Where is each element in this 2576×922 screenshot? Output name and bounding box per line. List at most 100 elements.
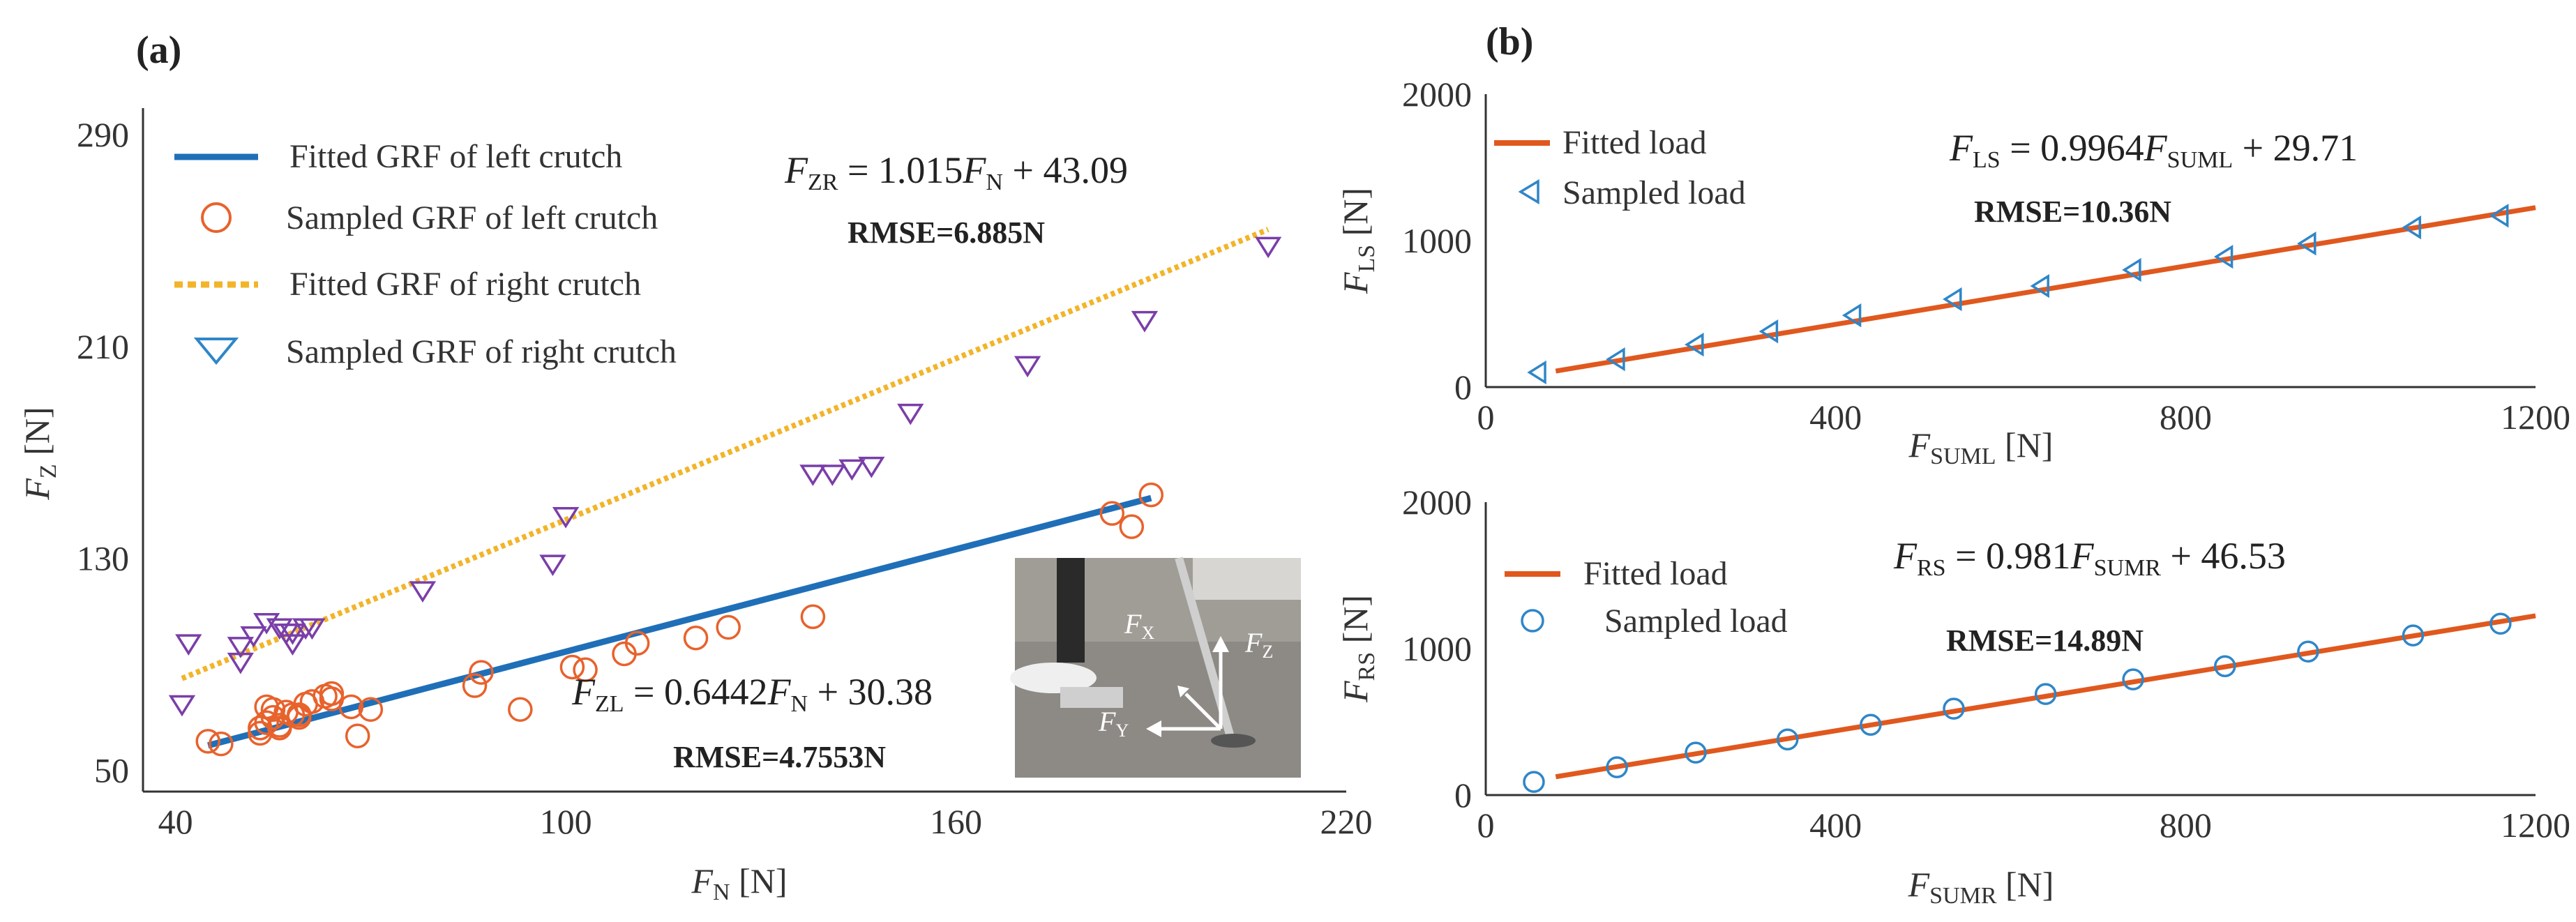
- panel-b-top-x-tick: 0: [1477, 398, 1495, 437]
- data-point-a-3-0: [168, 695, 196, 717]
- data-point-b-top-1-11: [2489, 204, 2509, 228]
- data-point-a-1-31: [800, 604, 826, 630]
- rmse-right-crutch: RMSE=6.885N: [848, 216, 1045, 250]
- data-point-b-top-1-10: [2402, 215, 2421, 240]
- data-point-a-1-34: [1119, 514, 1145, 539]
- data-point-a-3-18: [858, 456, 885, 478]
- panel-a-y-ticks: 50 130 210 290: [77, 115, 129, 790]
- panel-b-bottom-y-tick: 1000: [1402, 629, 1472, 668]
- data-point-a-1-4: [254, 710, 279, 735]
- panel-b-top-legend: Fitted load Sampled load: [1494, 124, 1746, 211]
- legend-top-sample-marker: [1518, 179, 1539, 205]
- data-point-b-bottom-1-2: [1685, 741, 1707, 764]
- panel-a-legend: Fitted GRF of left crutch Sampled GRF of…: [174, 138, 677, 370]
- panel-b-top-y-axis-label: FLS [N]: [1336, 188, 1380, 294]
- data-point-a-1-30: [716, 614, 741, 640]
- data-point-b-top-1-8: [2213, 244, 2234, 269]
- data-point-a-3-19: [897, 403, 924, 425]
- data-point-b-bottom-1-4: [1860, 713, 1882, 736]
- data-point-b-bottom-1-6: [2034, 683, 2057, 705]
- panel-b-bottom-x-ticks: 0 400 800 1200: [1477, 806, 2571, 845]
- data-point-b-top-1-5: [1943, 287, 1962, 312]
- legend-bottom-sample-marker: [1521, 609, 1544, 633]
- data-point-a-3-5: [253, 612, 280, 635]
- inset-photo-sensor: [1060, 687, 1123, 708]
- inset-photo: FX FY FZ: [1010, 557, 1301, 778]
- equation-right-crutch: FZR = 1.015FN + 43.09: [784, 149, 1128, 195]
- data-point-a-1-6: [260, 697, 286, 722]
- panel-b: (b) 0 400 800 1200 0 1000 2000 FSUML [N]…: [1336, 20, 2570, 909]
- panel-b-top-markers: [1527, 204, 2509, 385]
- inset-label-fx: FX: [1124, 608, 1154, 643]
- data-point-a-3-3: [227, 652, 255, 674]
- data-point-a-1-1: [209, 731, 234, 757]
- panel-b-top-x-tick: 1200: [2501, 398, 2570, 437]
- fit-line-b-bottom-0: [1555, 613, 2536, 780]
- data-point-b-top-1-6: [2030, 273, 2049, 298]
- data-point-a-3-8: [279, 624, 306, 645]
- data-point-a-1-18: [319, 681, 345, 706]
- data-point-a-3-11: [299, 618, 326, 640]
- data-point-a-1-29: [683, 625, 709, 651]
- data-point-b-bottom-1-3: [1776, 728, 1799, 750]
- inset-label-fz: FZ: [1244, 627, 1273, 662]
- data-point-a-3-15: [799, 464, 827, 486]
- panel-b-bottom-markers: [1523, 612, 2512, 793]
- data-point-a-1-28: [624, 630, 650, 656]
- panel-b-bottom: 0 400 800 1200 0 1000 2000 FSUMR [N] FRS…: [1336, 483, 2570, 909]
- data-point-a-1-35: [1138, 482, 1164, 508]
- panel-a-x-tick: 40: [158, 802, 193, 841]
- panel-b-label: (b): [1486, 20, 1533, 63]
- panel-a-x-tick: 100: [540, 802, 592, 841]
- data-point-b-bottom-1-11: [2490, 612, 2512, 635]
- panel-b-top-y-tick: 2000: [1402, 75, 1472, 114]
- panel-a-x-ticks: 40 100 160 220: [158, 802, 1373, 841]
- data-point-a-3-16: [819, 464, 846, 486]
- data-point-b-bottom-1-1: [1606, 756, 1628, 778]
- panel-a-y-tick: 50: [94, 751, 129, 790]
- panel-b-top-x-axis-label: FSUML [N]: [1908, 425, 2054, 469]
- data-point-b-top-1-7: [2122, 257, 2141, 282]
- panel-b-top-y-ticks: 0 1000 2000: [1402, 75, 1472, 407]
- rmse-left-support: RMSE=10.36N: [1974, 195, 2171, 229]
- panel-a-y-axis-label: FZ [N]: [17, 407, 61, 500]
- data-point-a-1-19: [338, 694, 364, 720]
- panel-b-top-x-ticks: 0 400 800 1200: [1477, 398, 2571, 437]
- panel-b-bottom-legend: Fitted load Sampled load: [1505, 555, 1788, 640]
- data-point-a-3-12: [409, 581, 437, 603]
- data-point-a-3-17: [838, 459, 866, 481]
- data-point-a-3-4: [240, 626, 267, 648]
- legend-fit-right: Fitted GRF of right crutch: [289, 266, 641, 303]
- data-point-b-top-1-4: [1841, 303, 1862, 328]
- panel-a-y-tick: 290: [77, 115, 129, 154]
- panel-a-x-tick: 220: [1320, 802, 1373, 841]
- data-point-a-3-21: [1131, 310, 1159, 333]
- data-point-a-1-25: [559, 654, 585, 680]
- legend-sample-right: Sampled GRF of right crutch: [286, 333, 677, 370]
- data-point-a-1-23: [469, 660, 494, 685]
- panel-b-bottom-y-ticks: 0 1000 2000: [1402, 483, 1472, 815]
- legend-top-sample: Sampled load: [1562, 174, 1746, 211]
- panel-a-y-tick: 130: [77, 539, 129, 578]
- legend-bottom-sample: Sampled load: [1604, 603, 1788, 640]
- data-point-a-1-24: [508, 697, 533, 722]
- panel-b-top-y-tick: 1000: [1402, 221, 1472, 260]
- panel-b-bottom-x-axis-label: FSUMR [N]: [1908, 865, 2054, 909]
- panel-a: (a) 40 100 160 220 50 130 210 290 FN [N]…: [17, 29, 1373, 905]
- legend-fit-left: Fitted GRF of left crutch: [289, 138, 622, 175]
- panel-b-top: 0 400 800 1200 0 1000 2000 FSUML [N] FLS…: [1336, 75, 2570, 469]
- data-point-a-3-13: [539, 554, 566, 577]
- data-point-a-3-2: [227, 637, 255, 658]
- panel-b-top-fit-line: [1555, 205, 2536, 374]
- data-point-b-bottom-1-0: [1523, 771, 1545, 793]
- data-point-a-3-22: [1254, 236, 1282, 259]
- data-point-a-1-21: [358, 697, 384, 722]
- panel-b-bottom-y-tick: 0: [1454, 776, 1472, 815]
- fit-line-a-2: [181, 227, 1270, 681]
- panel-b-bottom-x-tick: 800: [2160, 806, 2212, 845]
- panel-a-y-tick: 210: [77, 327, 129, 366]
- data-point-b-bottom-1-9: [2297, 640, 2319, 663]
- panel-b-top-x-tick: 400: [1809, 398, 1862, 437]
- data-point-a-1-26: [573, 657, 598, 683]
